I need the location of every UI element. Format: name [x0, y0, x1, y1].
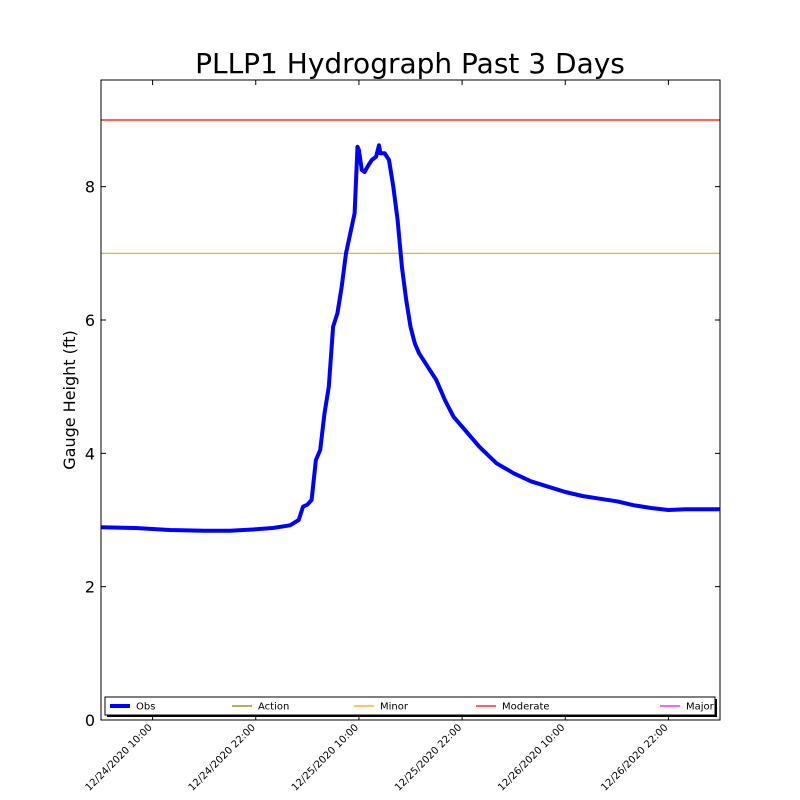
y-axis-label: Gauge Height (ft): [60, 330, 79, 470]
series-line-obs: [101, 143, 720, 533]
x-tick-label: 12/26/2020 10:00: [496, 722, 567, 793]
legend-label-obs: Obs: [136, 702, 155, 713]
legend-label-minor: Minor: [380, 702, 409, 713]
chart-title: PLLP1 Hydrograph Past 3 Days: [195, 47, 625, 80]
legend-box: [104, 696, 716, 716]
x-tick-label: 12/25/2020 22:00: [393, 722, 464, 793]
y-tick-label: 4: [85, 444, 95, 463]
y-tick-label: 2: [85, 578, 95, 597]
plot-area: [100, 79, 721, 721]
legend: Obs Action Minor Moderate Major: [104, 696, 717, 717]
legend-label-moderate: Moderate: [502, 702, 550, 713]
y-tick-label: 8: [85, 178, 95, 197]
x-tick-label: 12/26/2020 22:00: [599, 722, 670, 793]
legend-label-major: Major: [686, 702, 715, 713]
x-tick-label: 12/25/2020 10:00: [290, 722, 361, 793]
plot-frame: [100, 79, 721, 721]
plot-background: [101, 80, 720, 720]
legend-label-action: Action: [258, 702, 289, 713]
y-tick-label: 0: [85, 711, 95, 730]
y-tick-label: 6: [85, 311, 95, 330]
y-axis-ticks: 0 2 4 6 8: [85, 178, 720, 730]
x-tick-label: 12/24/2020 22:00: [187, 722, 258, 793]
x-tick-label: 12/24/2020 10:00: [84, 722, 155, 793]
